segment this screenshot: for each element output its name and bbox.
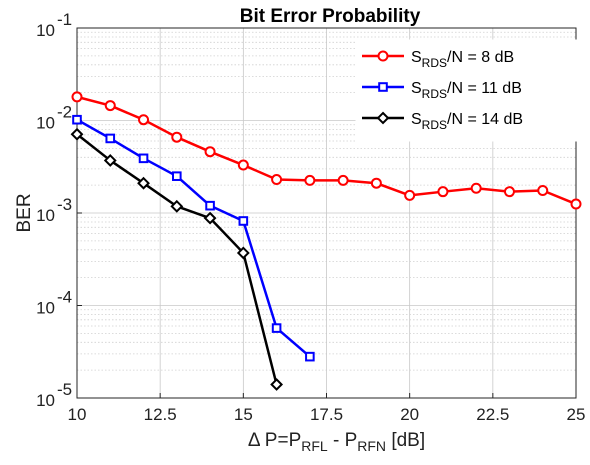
data-point <box>270 378 284 391</box>
data-point <box>203 211 217 225</box>
data-point <box>104 100 116 112</box>
y-tick-exponent: -1 <box>57 10 72 29</box>
x-axis-label-main: Δ P=P <box>248 430 301 451</box>
data-point <box>137 176 150 190</box>
x-tick-label: 10 <box>68 405 87 424</box>
data-point <box>237 159 249 171</box>
y-axis-label: BER <box>14 193 35 232</box>
x-tick-label: 12.5 <box>144 405 177 424</box>
data-point <box>205 200 215 211</box>
data-point <box>437 186 449 198</box>
data-point <box>138 114 150 126</box>
series-line <box>76 118 311 358</box>
y-tick-label: 10 <box>36 21 55 40</box>
x-tick-label: 17.5 <box>310 405 343 424</box>
data-point <box>570 198 582 210</box>
legend-label: SRDS/N = 11 dB <box>411 80 522 101</box>
legend-item: SRDS/N = 8 dB <box>362 49 514 70</box>
y-tick-exponent: -3 <box>57 195 72 214</box>
x-axis-ticks: 10 12.5 15 17.5 20 22.5 25 <box>68 393 586 424</box>
legend: SRDS/N = 8 dB SRDS/N = 11 dB SRDS/N = 14 d… <box>355 39 577 142</box>
data-point <box>172 171 182 181</box>
data-point <box>271 174 283 186</box>
data-point <box>72 114 82 125</box>
data-point <box>503 186 515 198</box>
data-point <box>238 216 249 226</box>
data-point <box>236 246 250 260</box>
data-point <box>370 177 382 189</box>
legend-marker <box>377 50 389 62</box>
x-tick-label: 20 <box>400 405 419 424</box>
y-tick-exponent: -2 <box>57 103 72 122</box>
data-point <box>204 146 216 158</box>
data-point <box>103 154 117 167</box>
data-point <box>138 153 149 164</box>
legend-marker <box>376 111 390 125</box>
series-2 <box>72 114 315 362</box>
x-axis-label-sub1: RFL <box>301 438 328 454</box>
series-1 <box>71 91 582 210</box>
data-point <box>105 133 116 144</box>
x-tick-label: 25 <box>567 405 586 424</box>
x-tick-label: 15 <box>234 405 253 424</box>
legend-marker <box>378 82 388 92</box>
data-point <box>305 351 315 362</box>
data-point <box>171 131 183 143</box>
series-layer <box>70 91 582 391</box>
y-tick-label: 10 <box>36 206 55 225</box>
legend-item: SRDS/N = 11 dB <box>362 80 522 101</box>
y-tick-exponent: -5 <box>57 380 72 399</box>
y-tick-label: 10 <box>36 114 55 133</box>
y-axis-ticks: 10-510-410-310-210-1 <box>36 10 82 410</box>
series-3 <box>70 127 284 391</box>
x-axis-label-mid: - P <box>328 430 358 451</box>
x-axis-label: Δ P=PRFL - PRFN [dB] <box>248 430 425 454</box>
x-tick-label: 22.5 <box>476 405 509 424</box>
data-point <box>404 189 416 201</box>
legend-label: SRDS/N = 8 dB <box>411 49 514 70</box>
data-point <box>337 174 349 186</box>
data-point <box>470 182 482 194</box>
legend-label: SRDS/N = 14 dB <box>411 111 523 132</box>
y-tick-exponent: -4 <box>57 288 72 307</box>
chart-title: Bit Error Probability <box>240 6 421 27</box>
x-axis-label-sub2: RFN <box>357 438 386 454</box>
data-point <box>70 127 84 141</box>
x-axis-label-tail: [dB] <box>386 430 425 451</box>
legend-item: SRDS/N = 14 dB <box>362 111 523 132</box>
data-point <box>170 199 184 213</box>
data-point <box>271 323 282 333</box>
series-line <box>76 95 577 206</box>
y-tick-label: 10 <box>36 391 55 410</box>
data-point <box>537 185 549 197</box>
data-point <box>304 174 316 186</box>
y-tick-label: 10 <box>36 299 55 318</box>
data-point <box>71 91 83 103</box>
